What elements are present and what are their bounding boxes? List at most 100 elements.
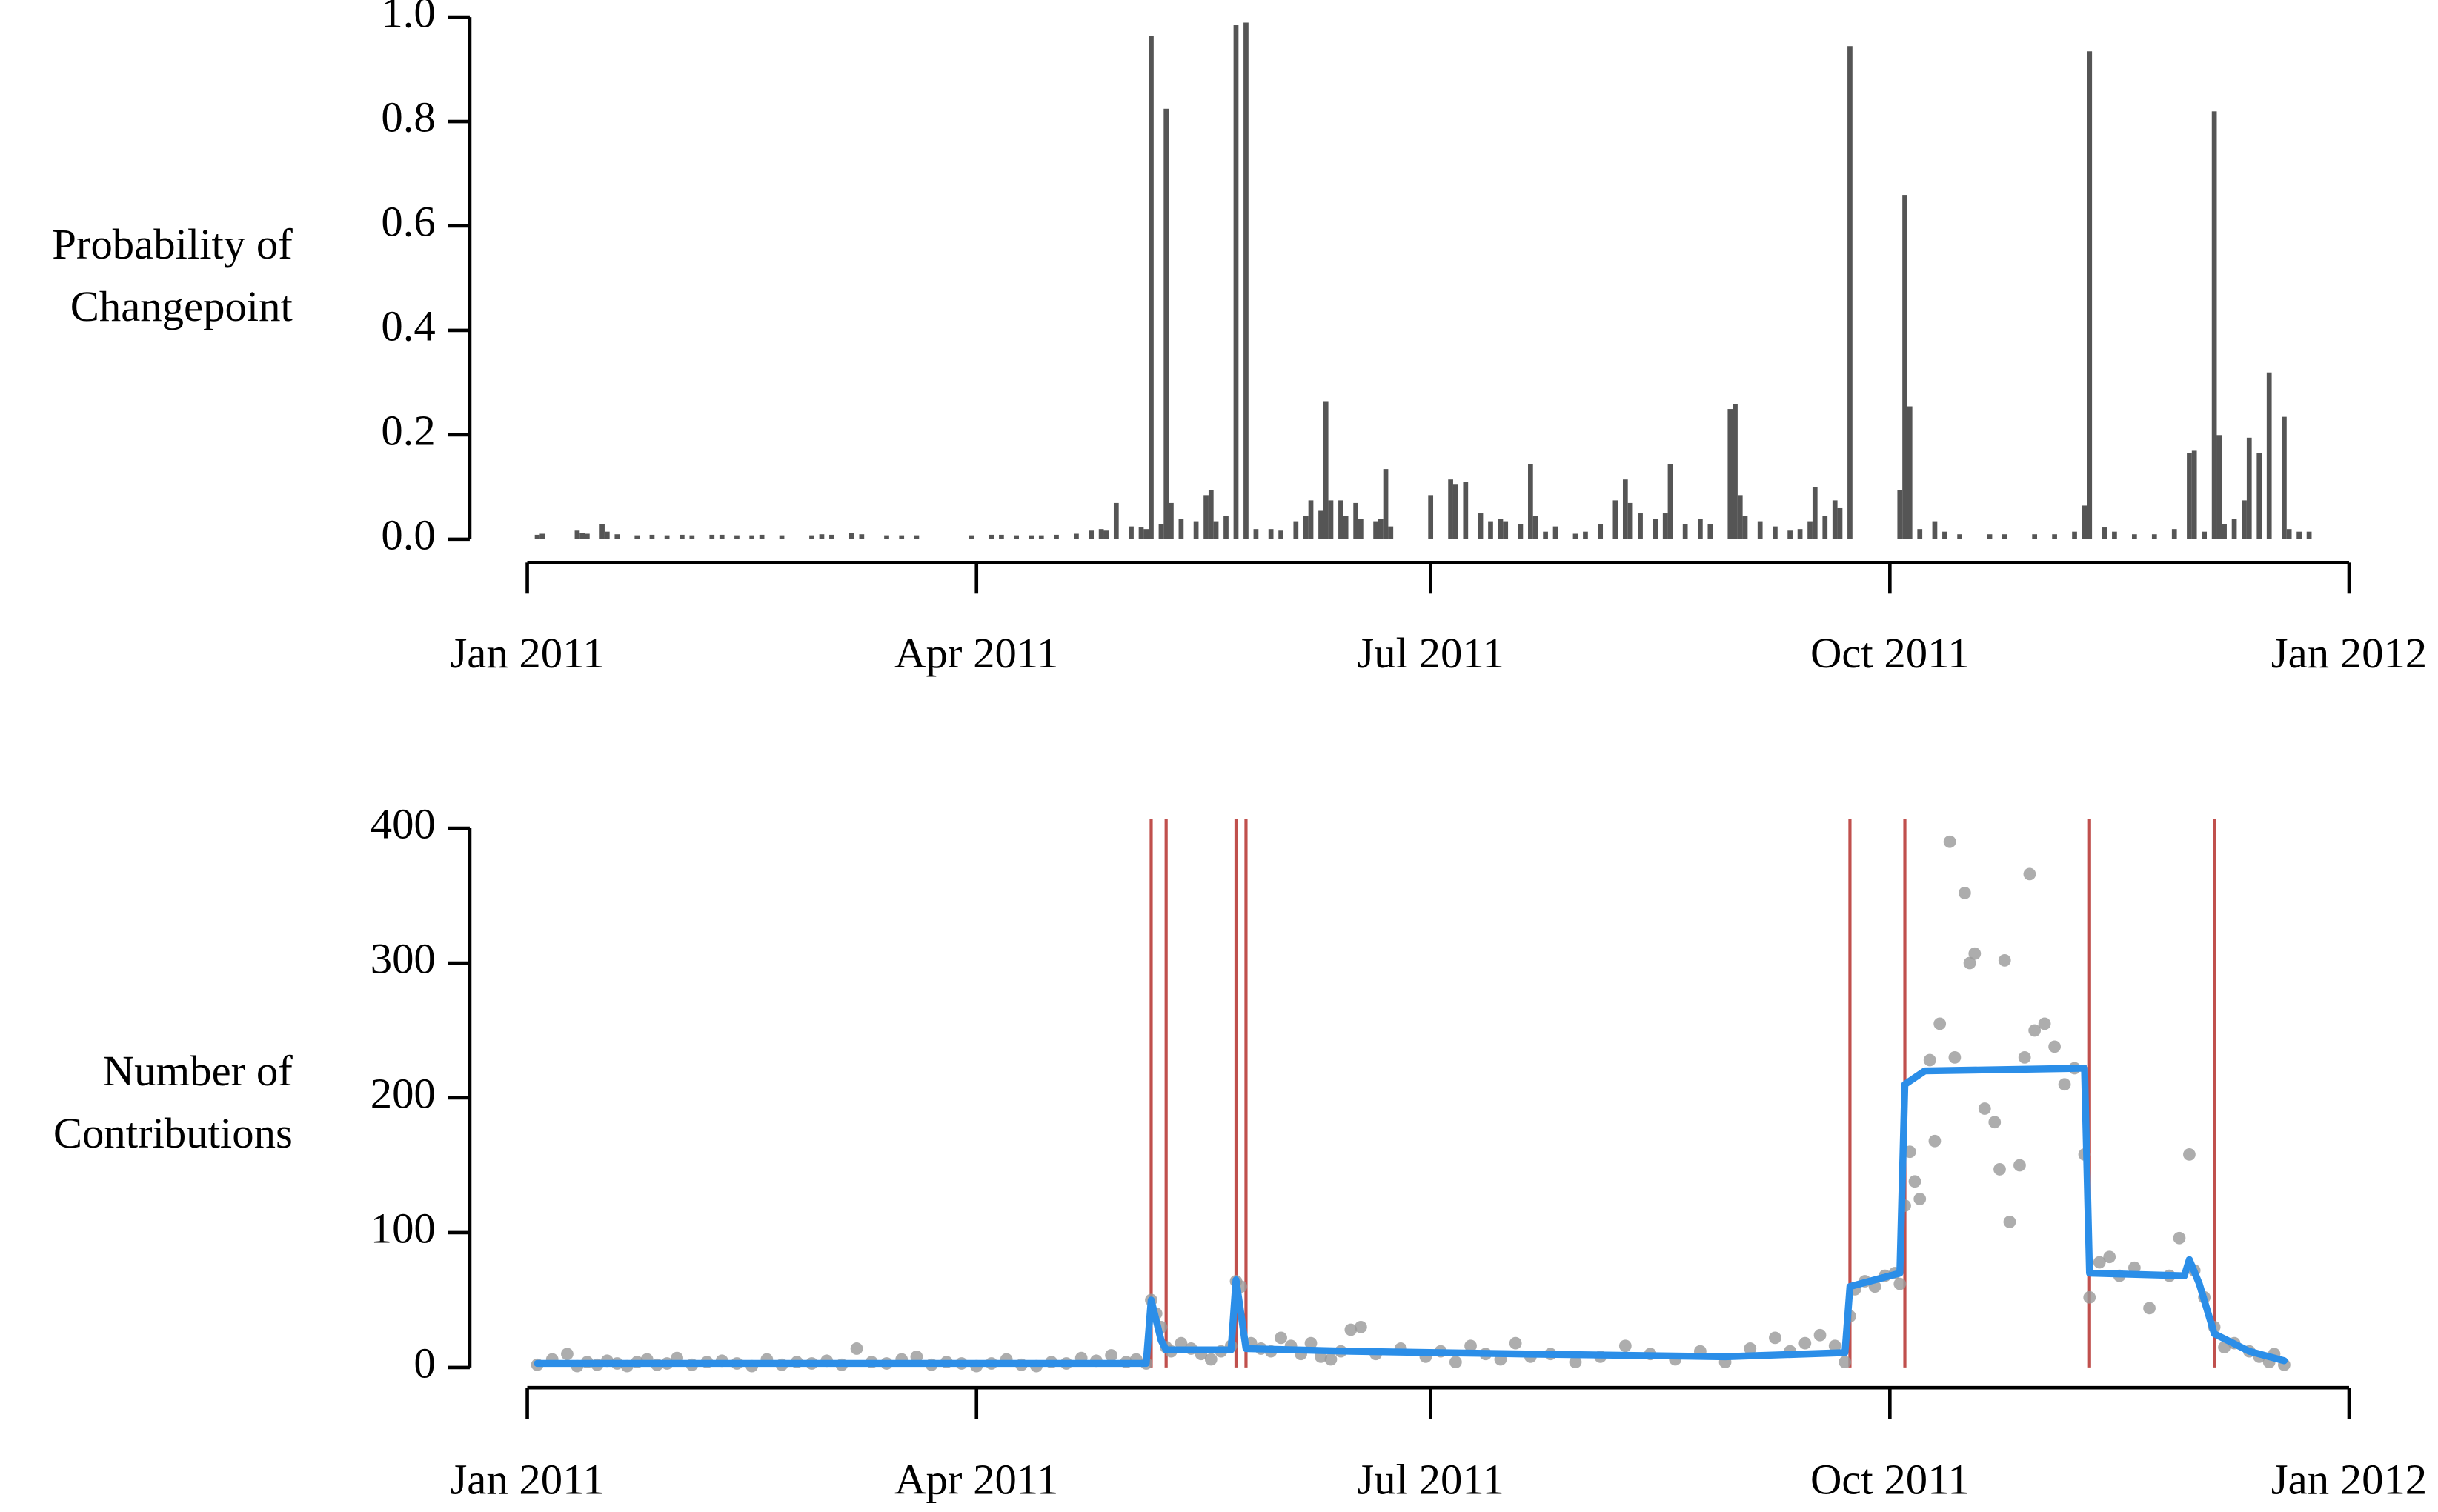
bar (1178, 519, 1184, 539)
data-point (1963, 956, 1976, 970)
data-point (1324, 1353, 1338, 1366)
data-point (1798, 1336, 1812, 1350)
data-point (1813, 1328, 1827, 1342)
bar (1498, 519, 1504, 539)
bar (2052, 534, 2057, 539)
x-tick-label: Jan 2011 (450, 1456, 604, 1504)
bar (1957, 534, 1962, 539)
data-point (1105, 1349, 1117, 1362)
data-point (2013, 1159, 2026, 1172)
bar (1987, 534, 1993, 539)
bar (679, 534, 685, 539)
data-point (1913, 1193, 1927, 1205)
data-point (1828, 1339, 1841, 1353)
bar (1528, 464, 1533, 539)
bar (1733, 404, 1738, 539)
bar (664, 535, 670, 539)
bar (2112, 531, 2117, 539)
bar (1014, 535, 1019, 539)
data-point (1998, 953, 2011, 967)
bar (709, 534, 715, 539)
bar (2306, 531, 2312, 539)
bar (1158, 524, 1164, 539)
bar (1378, 519, 1384, 539)
bar (1308, 500, 1314, 539)
y-tick-label: 0.0 (381, 510, 435, 559)
y-axis-label: Contributions (53, 1109, 293, 1157)
bar (2002, 534, 2007, 539)
bar (2087, 51, 2093, 539)
data-point (2173, 1231, 2186, 1245)
bar (2246, 437, 2252, 539)
bar (1552, 526, 1558, 539)
bar (2102, 527, 2107, 539)
bar (1932, 521, 1938, 539)
data-point (1275, 1331, 1287, 1345)
bar (1478, 513, 1484, 539)
bar (1787, 530, 1793, 539)
bar (634, 535, 640, 539)
bar (1054, 534, 1059, 539)
bar (2222, 524, 2227, 539)
bar (1737, 495, 1743, 539)
data-point (2183, 1148, 2196, 1161)
bar (649, 534, 655, 539)
bar (1138, 527, 1144, 539)
bar (1907, 406, 1913, 539)
bar (1038, 535, 1044, 539)
bar (1353, 502, 1358, 539)
bar (1383, 469, 1389, 539)
bar (1698, 519, 1703, 539)
bar (759, 534, 765, 539)
data-point (910, 1350, 923, 1363)
data-point (1304, 1336, 1318, 1350)
data-point (1344, 1323, 1358, 1336)
data-point (1509, 1336, 1522, 1350)
bar (614, 534, 620, 539)
bar (2231, 519, 2237, 539)
bar (1169, 502, 1174, 539)
bar (1463, 482, 1469, 539)
bar (734, 535, 740, 539)
bar (1343, 516, 1349, 539)
bar (1143, 529, 1149, 539)
data-point (561, 1348, 574, 1361)
y-axis-label: Changepoint (70, 282, 293, 330)
data-point (1893, 1277, 1907, 1290)
bar (1278, 530, 1283, 539)
bar (1193, 521, 1199, 539)
bar (989, 534, 994, 539)
bar (1503, 521, 1509, 539)
data-point (850, 1342, 863, 1355)
bar (1832, 500, 1838, 539)
data-point (1618, 1339, 1632, 1353)
bar (1682, 524, 1688, 539)
bar (2171, 529, 2177, 539)
bar (819, 534, 825, 539)
bar (884, 535, 889, 539)
bar (749, 535, 755, 539)
bar (1029, 535, 1034, 539)
bar (1707, 524, 1713, 539)
bar (914, 535, 920, 539)
bar (1598, 524, 1604, 539)
data-point (1569, 1356, 1582, 1369)
bar (1653, 519, 1658, 539)
y-tick-label: 300 (371, 934, 436, 982)
bar (1662, 513, 1668, 539)
bar (829, 534, 834, 539)
x-tick-label: Oct 2011 (1810, 1456, 1970, 1504)
bar (779, 535, 785, 539)
bar (1358, 519, 1364, 539)
bar (899, 535, 905, 539)
data-point (1175, 1336, 1188, 1350)
bar (1622, 479, 1628, 539)
data-point (1968, 947, 1982, 960)
bar (1338, 500, 1343, 539)
bar (859, 534, 865, 539)
bar (689, 535, 695, 539)
y-tick-label: 1.0 (381, 0, 435, 37)
bar (1612, 500, 1618, 539)
bar (1323, 401, 1329, 539)
